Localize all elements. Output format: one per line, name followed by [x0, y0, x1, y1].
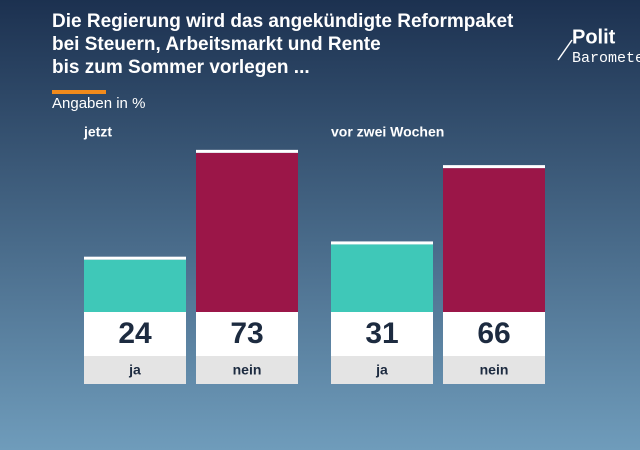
bar-cap — [443, 165, 545, 169]
title-line: bis zum Sommer vorlegen ... — [52, 57, 310, 78]
logo-text: Barometer — [572, 50, 640, 67]
value-box — [443, 312, 545, 356]
logo-mark — [557, 39, 573, 61]
title-line: Die Regierung wird das angekündigte Refo… — [52, 11, 514, 32]
subtitle: Angaben in % — [52, 95, 145, 112]
bar — [196, 152, 298, 312]
category-label: ja — [375, 362, 388, 378]
panel-title: vor zwei Wochen — [331, 124, 444, 140]
category-box — [331, 356, 433, 384]
category-label: nein — [233, 362, 262, 378]
value-box — [84, 312, 186, 356]
value-label: 66 — [477, 317, 510, 350]
title-line: bei Steuern, Arbeitsmarkt und Rente — [52, 34, 381, 55]
category-box — [443, 356, 545, 384]
bar — [84, 259, 186, 312]
category-label: nein — [480, 362, 509, 378]
value-label: 73 — [230, 317, 263, 350]
value-box — [331, 312, 433, 356]
value-label: 24 — [118, 317, 152, 350]
accent-line — [52, 90, 106, 94]
value-label: 31 — [365, 317, 398, 350]
category-box — [84, 356, 186, 384]
bar-cap — [196, 149, 298, 153]
value-box — [196, 312, 298, 356]
logo-text: Polit — [572, 26, 616, 48]
bar-cap — [84, 256, 186, 260]
category-label: ja — [128, 362, 141, 378]
panel-title: jetzt — [83, 124, 112, 140]
bar-cap — [331, 241, 433, 245]
bar — [331, 244, 433, 312]
bar — [443, 168, 545, 312]
category-box — [196, 356, 298, 384]
